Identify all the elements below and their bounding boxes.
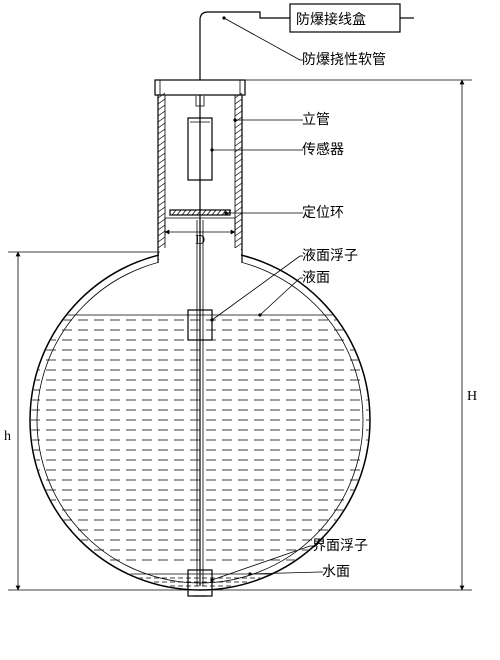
retainer-hatch bbox=[172, 210, 231, 215]
svg-text:传感器: 传感器 bbox=[302, 141, 344, 158]
junction-box-label: 防爆接线盒 bbox=[296, 11, 366, 28]
cap-outer bbox=[155, 80, 245, 95]
svg-text:界面浮子: 界面浮子 bbox=[312, 538, 368, 554]
svg-text:水面: 水面 bbox=[322, 564, 350, 580]
leader-sensor: 传感器 bbox=[210, 141, 344, 158]
cap-inner bbox=[160, 80, 240, 95]
neck-hatch-right bbox=[235, 93, 242, 260]
svg-text:定位环: 定位环 bbox=[302, 205, 344, 221]
svg-text:防爆挠性软管: 防爆挠性软管 bbox=[302, 52, 386, 68]
leader-liquid_surf: 液面 bbox=[258, 270, 330, 317]
svg-text:液面浮子: 液面浮子 bbox=[302, 248, 358, 264]
svg-text:立管: 立管 bbox=[302, 112, 330, 128]
neck-hatch-left bbox=[158, 93, 165, 260]
dim-h: h bbox=[4, 252, 200, 590]
svg-text:液面: 液面 bbox=[302, 270, 330, 286]
flex-hose bbox=[200, 12, 290, 80]
svg-text:h: h bbox=[4, 429, 11, 444]
svg-text:H: H bbox=[467, 389, 477, 404]
leaders: 防爆挠性软管立管传感器定位环液面浮子液面界面浮子水面 bbox=[210, 16, 386, 581]
svg-text:D: D bbox=[195, 233, 205, 248]
leader-standpipe: 立管 bbox=[233, 112, 330, 128]
